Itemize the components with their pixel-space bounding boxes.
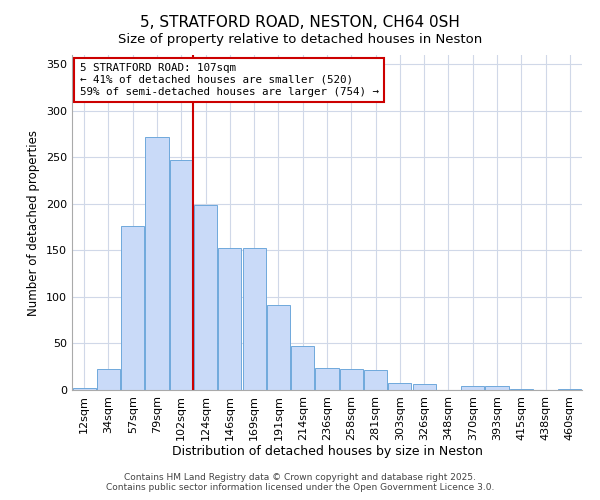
Y-axis label: Number of detached properties: Number of detached properties [28, 130, 40, 316]
Bar [194, 205, 217, 390]
Text: Contains HM Land Registry data © Crown copyright and database right 2025.
Contai: Contains HM Land Registry data © Crown c… [106, 473, 494, 492]
Bar [145, 137, 169, 390]
Bar [364, 370, 387, 390]
Text: 5, STRATFORD ROAD, NESTON, CH64 0SH: 5, STRATFORD ROAD, NESTON, CH64 0SH [140, 15, 460, 30]
Bar [242, 248, 266, 390]
Bar [73, 388, 95, 390]
Bar [316, 368, 338, 390]
X-axis label: Distribution of detached houses by size in Neston: Distribution of detached houses by size … [172, 446, 482, 458]
Bar [461, 386, 484, 390]
Bar [218, 248, 241, 390]
Bar [291, 346, 314, 390]
Bar [170, 160, 193, 390]
Bar [485, 386, 509, 390]
Bar [510, 389, 533, 390]
Bar [388, 384, 412, 390]
Bar [267, 306, 290, 390]
Bar [121, 226, 144, 390]
Bar [97, 368, 120, 390]
Text: 5 STRATFORD ROAD: 107sqm
← 41% of detached houses are smaller (520)
59% of semi-: 5 STRATFORD ROAD: 107sqm ← 41% of detach… [80, 64, 379, 96]
Bar [559, 389, 581, 390]
Text: Size of property relative to detached houses in Neston: Size of property relative to detached ho… [118, 32, 482, 46]
Bar [413, 384, 436, 390]
Bar [340, 368, 363, 390]
